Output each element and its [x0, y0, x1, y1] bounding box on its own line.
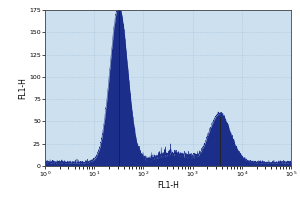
Y-axis label: FL1-H: FL1-H: [19, 77, 28, 99]
X-axis label: FL1-H: FL1-H: [157, 181, 179, 190]
